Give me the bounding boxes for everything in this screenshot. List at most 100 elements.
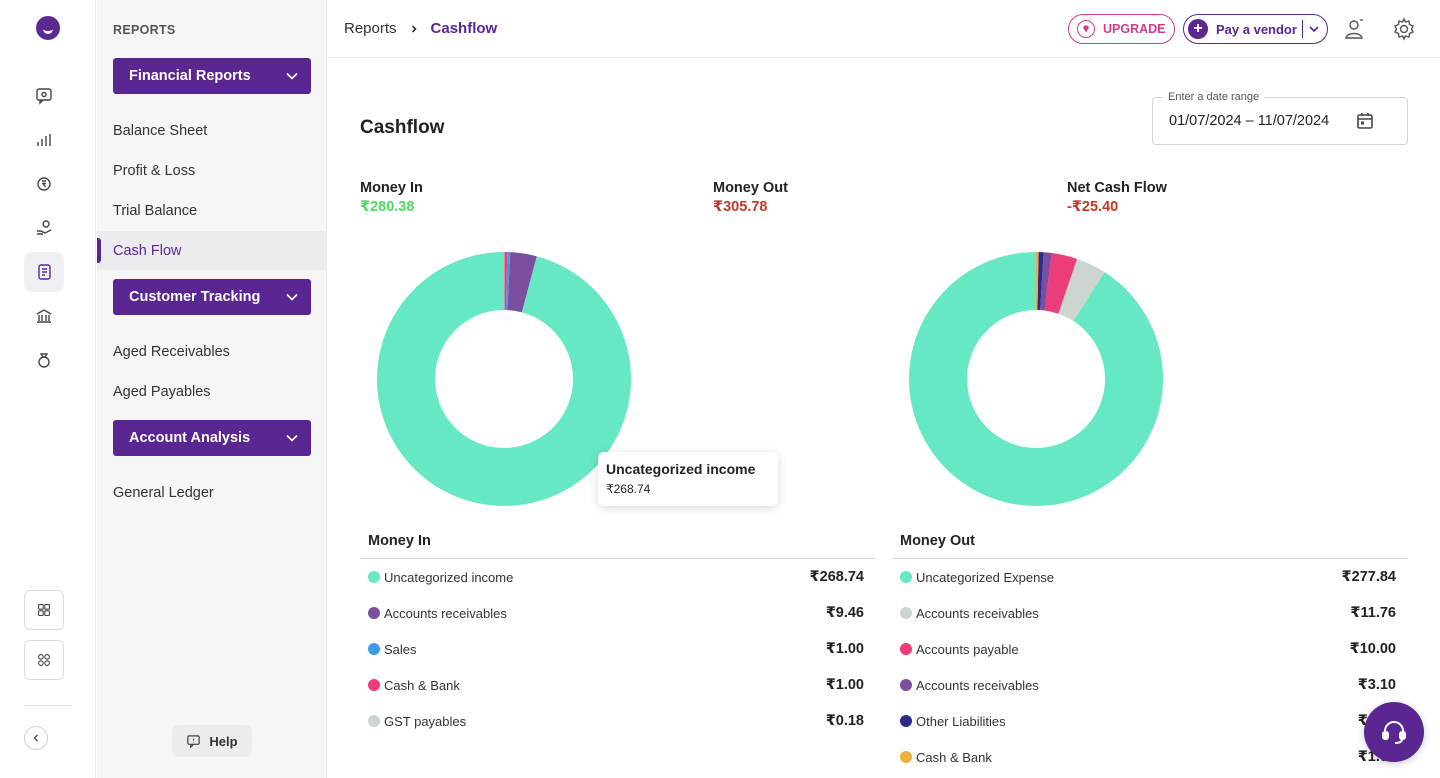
- row-amount: ₹268.74: [809, 569, 864, 585]
- legend-dot: [368, 607, 380, 619]
- reports-icon[interactable]: [24, 252, 64, 292]
- bank-icon[interactable]: [24, 296, 64, 336]
- support-chat-button[interactable]: [1364, 702, 1424, 762]
- diamond-icon: [1077, 20, 1095, 38]
- list-row[interactable]: Accounts receivables ₹9.46: [360, 595, 876, 631]
- list-row[interactable]: Uncategorized Expense ₹277.84: [892, 559, 1408, 595]
- collapse-sidebar-button[interactable]: [24, 726, 48, 750]
- pay-vendor-button[interactable]: + Pay a vendor: [1183, 14, 1328, 44]
- legend-dot: [900, 571, 912, 583]
- group-account-analysis[interactable]: Account Analysis: [113, 420, 311, 456]
- row-amount: ₹0.18: [825, 713, 864, 729]
- money-bag-icon[interactable]: [24, 340, 64, 380]
- nav-cash-flow[interactable]: Cash Flow: [97, 231, 327, 270]
- row-amount: ₹3.10: [1357, 677, 1396, 693]
- group-label: Account Analysis: [129, 430, 251, 446]
- donut-slice[interactable]: [1058, 258, 1105, 321]
- legend-dot: [900, 643, 912, 655]
- money-in-donut-chart[interactable]: [376, 251, 632, 507]
- list-row[interactable]: Accounts receivables ₹3.10: [892, 667, 1408, 703]
- bar-chart-icon[interactable]: [24, 120, 64, 160]
- donut-slice[interactable]: [1040, 252, 1052, 311]
- group-label: Customer Tracking: [129, 289, 261, 305]
- chevron-down-icon: [286, 72, 298, 80]
- metric-value: ₹305.78: [713, 199, 768, 215]
- top-header: Reports Cashflow UPGRADE + Pay a vendor: [328, 0, 1440, 58]
- row-name: Cash & Bank: [384, 677, 460, 693]
- donut-slice[interactable]: [909, 252, 1163, 506]
- list-row[interactable]: Sales ₹1.00: [360, 631, 876, 667]
- nav-general-ledger[interactable]: General Ledger: [113, 484, 214, 501]
- chevron-down-icon[interactable]: [1308, 23, 1320, 35]
- nav-balance-sheet[interactable]: Balance Sheet: [113, 122, 208, 139]
- chart-tooltip: Uncategorized income ₹268.74: [598, 452, 778, 506]
- upgrade-button[interactable]: UPGRADE: [1068, 14, 1175, 44]
- legend-dot: [368, 643, 380, 655]
- metric-label: Net Cash Flow: [1067, 180, 1167, 196]
- row-name: Accounts receivables: [916, 605, 1039, 621]
- donut-slice[interactable]: [504, 252, 508, 311]
- donut-slice[interactable]: [507, 252, 537, 313]
- legend-dot: [368, 571, 380, 583]
- nav-aged-receivables[interactable]: Aged Receivables: [113, 343, 230, 360]
- coins-icon[interactable]: [24, 164, 64, 204]
- user-icon[interactable]: [1343, 17, 1367, 41]
- donut-slice[interactable]: [1036, 252, 1039, 311]
- group-financial-reports[interactable]: Financial Reports: [113, 58, 311, 94]
- legend-dot: [368, 715, 380, 727]
- list-row[interactable]: Other Liabilities₹1.92: [892, 703, 1408, 739]
- row-name: Sales: [384, 641, 417, 657]
- settings-gear-icon[interactable]: [1392, 17, 1416, 41]
- chevron-down-icon: [286, 434, 298, 442]
- list-header: Money Out: [892, 521, 1408, 559]
- donut-slice[interactable]: [504, 252, 505, 311]
- breadcrumb-reports[interactable]: Reports: [344, 20, 397, 37]
- legend-dot: [368, 679, 380, 691]
- list-row[interactable]: Accounts payable ₹10.00: [892, 631, 1408, 667]
- list-row[interactable]: Cash & Bank₹1.00: [360, 667, 876, 703]
- group-customer-tracking[interactable]: Customer Tracking: [113, 279, 311, 315]
- help-chat-icon: [187, 734, 201, 749]
- list-row[interactable]: Accounts receivables ₹11.76: [892, 595, 1408, 631]
- headset-icon: [1382, 721, 1406, 744]
- help-button[interactable]: Help: [172, 725, 252, 757]
- list-header: Money In: [360, 521, 876, 559]
- apps-grid-icon[interactable]: [24, 590, 64, 630]
- donut-slice[interactable]: [505, 252, 511, 311]
- chat-icon[interactable]: [24, 76, 64, 116]
- chevron-right-icon: [411, 24, 417, 33]
- legend-dot: [900, 751, 912, 763]
- donut-slice[interactable]: [1044, 252, 1078, 314]
- calendar-icon[interactable]: [1355, 111, 1375, 131]
- rail-divider: [24, 705, 72, 706]
- legend-dot: [900, 679, 912, 691]
- list-row[interactable]: GST payables ₹0.18: [360, 703, 876, 739]
- list-row[interactable]: Uncategorized income ₹268.74: [360, 559, 876, 595]
- date-range-value[interactable]: 01/07/2024 – 11/07/2024: [1169, 113, 1330, 129]
- tooltip-value: ₹268.74: [606, 482, 651, 496]
- plus-icon: +: [1188, 19, 1208, 39]
- hand-money-icon[interactable]: [24, 208, 64, 248]
- row-name: Uncategorized Expense: [916, 569, 1055, 585]
- breadcrumb-current: Cashflow: [430, 20, 498, 37]
- breadcrumb: Reports Cashflow: [344, 20, 497, 37]
- sidebar-heading: REPORTS: [113, 23, 176, 37]
- nav-profit-loss[interactable]: Profit & Loss: [113, 162, 196, 179]
- donut-slice[interactable]: [377, 252, 631, 506]
- chevron-left-icon: [33, 734, 39, 742]
- nav-aged-payables[interactable]: Aged Payables: [113, 383, 211, 400]
- money-out-list: Money Out Uncategorized Expense ₹277.84 Ac…: [892, 521, 1408, 775]
- nav-trial-balance[interactable]: Trial Balance: [113, 202, 198, 219]
- metric-money-in: Money In ₹280.38: [360, 180, 423, 215]
- integrations-icon[interactable]: [24, 640, 64, 680]
- metric-label: Money Out: [713, 180, 788, 196]
- app-logo-icon[interactable]: [36, 16, 60, 40]
- metric-label: Money In: [360, 180, 423, 196]
- donut-slice[interactable]: [1037, 252, 1044, 311]
- money-out-donut-chart[interactable]: [908, 251, 1164, 507]
- date-range-field[interactable]: Enter a date range 01/07/2024 – 11/07/20…: [1152, 91, 1408, 145]
- list-row[interactable]: Cash & Bank₹1.00: [892, 739, 1408, 775]
- tooltip-title: Uncategorized income: [606, 461, 756, 477]
- metric-net-cash-flow: Net Cash Flow -₹25.40: [1067, 180, 1167, 215]
- reports-sidebar: REPORTS Financial Reports Balance Sheet …: [97, 0, 327, 778]
